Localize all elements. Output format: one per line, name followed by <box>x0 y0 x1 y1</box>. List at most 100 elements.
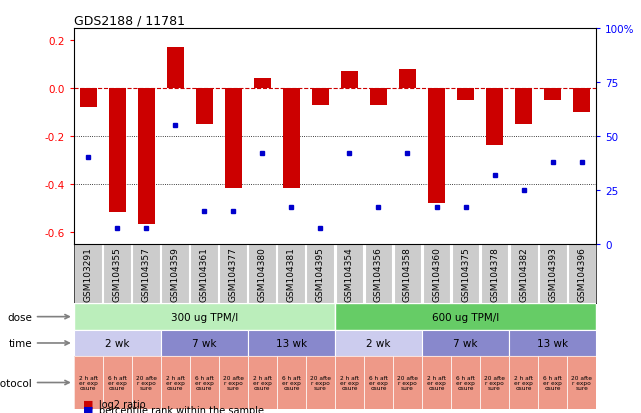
Bar <box>254 79 271 89</box>
Text: 2 wk: 2 wk <box>366 338 391 348</box>
Text: GSM104396: GSM104396 <box>577 247 586 301</box>
Bar <box>138 89 155 225</box>
Bar <box>103 356 132 409</box>
Bar <box>370 89 387 105</box>
Text: 13 wk: 13 wk <box>537 338 568 348</box>
Text: 2 h aft
er exp
osure: 2 h aft er exp osure <box>427 375 446 390</box>
Bar <box>224 89 242 189</box>
Bar <box>515 89 532 124</box>
Text: log2 ratio: log2 ratio <box>99 399 146 409</box>
Text: 6 h aft
er exp
osure: 6 h aft er exp osure <box>108 375 127 390</box>
Text: GSM104354: GSM104354 <box>345 247 354 301</box>
Text: GSM104395: GSM104395 <box>316 247 325 301</box>
Text: 20 afte
r expo
sure: 20 afte r expo sure <box>484 375 505 390</box>
Bar <box>509 330 596 356</box>
Bar <box>161 356 190 409</box>
Text: GSM104382: GSM104382 <box>519 247 528 301</box>
Text: 7 wk: 7 wk <box>192 338 217 348</box>
Text: 6 h aft
er exp
osure: 6 h aft er exp osure <box>456 375 475 390</box>
Bar <box>428 89 445 203</box>
Text: 6 h aft
er exp
osure: 6 h aft er exp osure <box>543 375 562 390</box>
Bar <box>190 244 218 303</box>
Bar <box>108 89 126 213</box>
Bar <box>364 356 393 409</box>
Bar <box>567 356 596 409</box>
Bar <box>510 244 538 303</box>
Text: protocol: protocol <box>0 377 69 387</box>
Text: GSM104393: GSM104393 <box>548 247 557 301</box>
Bar <box>335 304 596 330</box>
Text: GSM104357: GSM104357 <box>142 247 151 301</box>
Bar <box>74 244 102 303</box>
Text: 20 afte
r expo
sure: 20 afte r expo sure <box>571 375 592 390</box>
Bar <box>457 89 474 101</box>
Text: GSM104361: GSM104361 <box>200 247 209 301</box>
Text: 2 h aft
er exp
osure: 2 h aft er exp osure <box>166 375 185 390</box>
Bar <box>422 330 509 356</box>
Bar <box>74 356 103 409</box>
Bar <box>277 356 306 409</box>
Text: 20 afte
r expo
sure: 20 afte r expo sure <box>310 375 331 390</box>
Bar <box>283 89 300 189</box>
Text: GSM104381: GSM104381 <box>287 247 296 301</box>
Bar <box>306 244 335 303</box>
Text: 600 ug TPM/l: 600 ug TPM/l <box>432 312 499 322</box>
Text: 2 wk: 2 wk <box>105 338 129 348</box>
Text: GDS2188 / 11781: GDS2188 / 11781 <box>74 15 185 28</box>
Bar <box>480 356 509 409</box>
Bar <box>486 89 503 146</box>
Text: GSM104378: GSM104378 <box>490 247 499 301</box>
Bar <box>393 356 422 409</box>
Text: 2 h aft
er exp
osure: 2 h aft er exp osure <box>340 375 359 390</box>
Text: GSM104360: GSM104360 <box>432 247 441 301</box>
Bar <box>74 304 335 330</box>
Bar <box>219 244 247 303</box>
Bar <box>394 244 421 303</box>
Bar <box>538 356 567 409</box>
Text: GSM104380: GSM104380 <box>258 247 267 301</box>
Bar <box>544 89 562 101</box>
Bar <box>335 244 363 303</box>
Bar <box>162 244 189 303</box>
Bar <box>196 89 213 124</box>
Text: 6 h aft
er exp
osure: 6 h aft er exp osure <box>195 375 213 390</box>
Text: 7 wk: 7 wk <box>453 338 478 348</box>
Text: 2 h aft
er exp
osure: 2 h aft er exp osure <box>253 375 272 390</box>
Bar <box>74 330 161 356</box>
Bar <box>573 89 590 113</box>
Bar <box>306 356 335 409</box>
Bar <box>335 330 422 356</box>
Bar <box>132 244 160 303</box>
Bar <box>341 72 358 89</box>
Bar <box>103 244 131 303</box>
Text: 13 wk: 13 wk <box>276 338 307 348</box>
Bar <box>509 356 538 409</box>
Text: ■: ■ <box>83 405 94 413</box>
Text: dose: dose <box>7 312 69 322</box>
Bar <box>335 356 364 409</box>
Text: GSM103291: GSM103291 <box>84 247 93 301</box>
Text: 20 afte
r expo
sure: 20 afte r expo sure <box>136 375 157 390</box>
Bar <box>452 244 479 303</box>
Text: time: time <box>8 338 69 348</box>
Bar <box>167 48 184 89</box>
Bar <box>399 69 416 89</box>
Text: GSM104355: GSM104355 <box>113 247 122 301</box>
Text: 2 h aft
er exp
osure: 2 h aft er exp osure <box>79 375 97 390</box>
Bar <box>481 244 508 303</box>
Bar <box>190 356 219 409</box>
Bar <box>219 356 248 409</box>
Bar <box>278 244 305 303</box>
Bar <box>248 356 277 409</box>
Bar <box>422 244 451 303</box>
Bar <box>568 244 595 303</box>
Bar <box>79 89 97 108</box>
Text: GSM104359: GSM104359 <box>171 247 179 301</box>
Text: GSM104358: GSM104358 <box>403 247 412 301</box>
Text: GSM104356: GSM104356 <box>374 247 383 301</box>
Text: 6 h aft
er exp
osure: 6 h aft er exp osure <box>282 375 301 390</box>
Text: 300 ug TPM/l: 300 ug TPM/l <box>171 312 238 322</box>
Text: ■: ■ <box>83 399 94 409</box>
Text: GSM104377: GSM104377 <box>229 247 238 301</box>
Bar <box>249 244 276 303</box>
